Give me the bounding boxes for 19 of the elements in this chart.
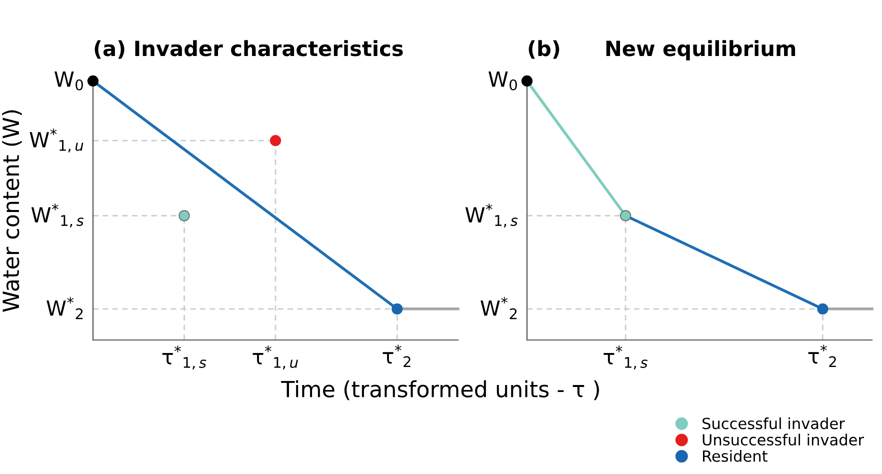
chart-title: (a) Invader characteristics [94, 40, 403, 59]
series-label: W$_{0}$ [54, 72, 83, 90]
series-label: W$^{*}$$_{1,s}$ [465, 204, 518, 228]
series-label: W$^{*}$$_{2}$ [46, 296, 83, 320]
chart-title: (b) New equilibrium [528, 40, 796, 60]
series-label: W$^{*}$$_{1,u}$ [30, 128, 84, 152]
x-tick-label: τ$^{*}$$_{2}$ [382, 344, 410, 367]
series-label: W$^{*}$$_{2}$ [480, 296, 517, 320]
series-label: W$_{0}$ [488, 72, 517, 90]
x-tick-label: τ$^{*}$$_{2}$ [808, 344, 836, 367]
series-label: W$^{*}$$_{1,s}$ [31, 204, 84, 228]
x-tick-label: τ$^{*}$$_{1,u}$ [252, 346, 298, 370]
y-axis-title: Water content (W) [2, 110, 22, 312]
legend-label: Unsuccessful invader [702, 434, 864, 446]
x-tick-label: τ$^{*}$$_{1,s}$ [162, 346, 206, 370]
legend-label: Resident [703, 450, 768, 462]
legend-label: Successful invader [702, 417, 845, 430]
x-axis-title: Time (transformed units - τ ) [281, 380, 599, 400]
x-tick-label: τ$^{*}$$_{1,s}$ [604, 346, 648, 370]
